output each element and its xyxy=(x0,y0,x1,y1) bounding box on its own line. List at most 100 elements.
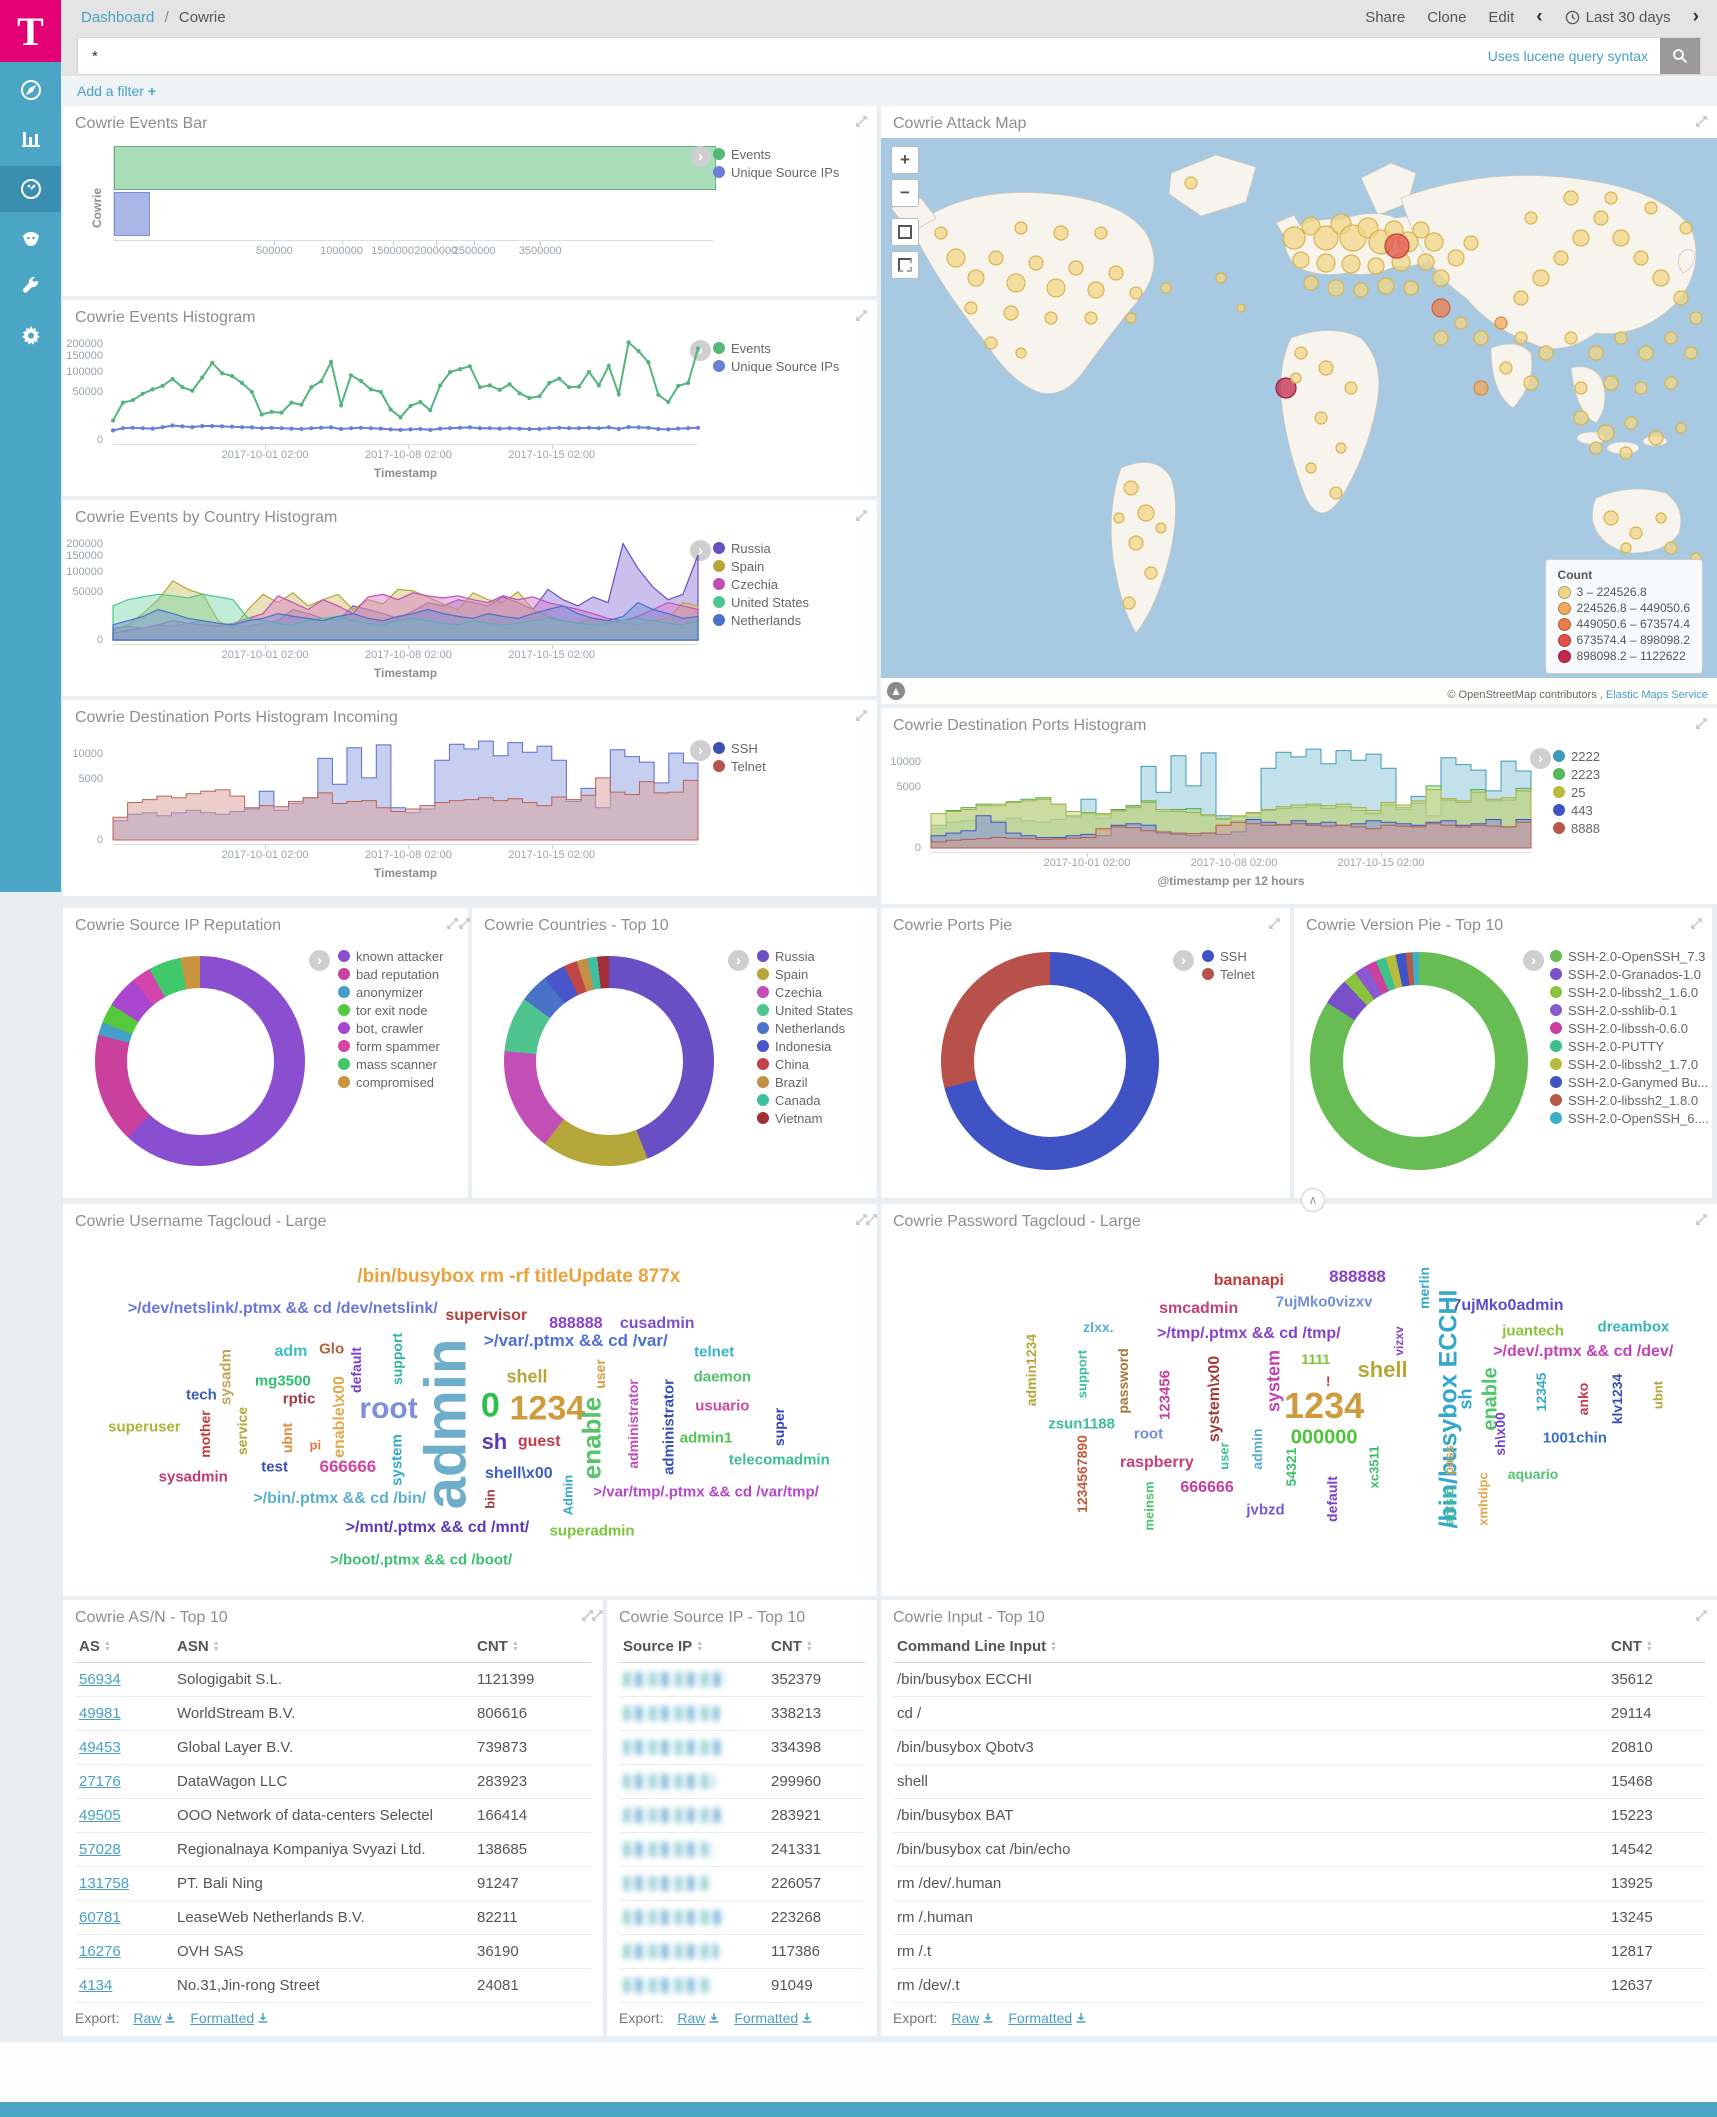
expand-icon[interactable] xyxy=(1695,115,1708,133)
legend-item[interactable]: bad reputation xyxy=(338,967,468,982)
edit-button[interactable]: Edit xyxy=(1488,8,1515,26)
as-link[interactable]: 56934 xyxy=(79,1671,121,1688)
tagcloud-word[interactable]: system xyxy=(1263,1349,1284,1412)
legend-item[interactable]: Unique Source IPs xyxy=(713,165,871,180)
tagcloud-word[interactable]: adm xyxy=(274,1343,308,1361)
tagcloud-word[interactable]: password xyxy=(1115,1348,1132,1414)
search-button[interactable] xyxy=(1660,38,1700,74)
tagcloud-word[interactable]: >/tmp/.ptmx && cd /tmp/ xyxy=(1157,1325,1341,1343)
legend-item[interactable]: Telnet xyxy=(713,759,871,774)
tagcloud-word[interactable]: usuario xyxy=(695,1397,750,1415)
tagcloud-word[interactable]: xmhdipc xyxy=(1475,1472,1491,1526)
legend-item[interactable]: Netherlands xyxy=(757,1021,877,1036)
expand-icon[interactable] xyxy=(865,1213,878,1231)
tagcloud-word[interactable]: juantech xyxy=(1502,1322,1564,1340)
export-raw-link[interactable]: Raw xyxy=(133,2010,176,2026)
legend-item[interactable]: SSH xyxy=(1202,949,1290,964)
expand-icon[interactable] xyxy=(591,1609,604,1627)
lucene-syntax-link[interactable]: Uses lucene query syntax xyxy=(1487,48,1648,64)
expand-icon[interactable] xyxy=(855,309,868,327)
legend-item[interactable]: Canada xyxy=(757,1093,877,1108)
tagcloud-word[interactable]: /bin/busybox rm -rf titleUpdate 877x xyxy=(357,1265,681,1287)
export-formatted-link[interactable]: Formatted xyxy=(1008,2010,1087,2026)
legend-item[interactable]: anonymizer xyxy=(338,985,468,1000)
tagcloud-word[interactable]: 0 xyxy=(480,1386,500,1425)
export-raw-link[interactable]: Raw xyxy=(951,2010,994,2026)
legend-item[interactable]: SSH-2.0-libssh2_1.7.0 xyxy=(1550,1057,1710,1072)
legend-item[interactable]: Unique Source IPs xyxy=(713,359,871,374)
time-picker[interactable]: Last 30 days xyxy=(1565,9,1671,26)
countries-donut[interactable] xyxy=(504,956,714,1166)
tagcloud-word[interactable]: user xyxy=(592,1358,609,1389)
tagcloud-word[interactable]: >/dev/netslink/.ptmx && cd /dev/netslink… xyxy=(127,1300,438,1318)
legend-item[interactable]: Russia xyxy=(713,541,871,556)
legend-item[interactable]: SSH-2.0-Ganymed Bu... xyxy=(1550,1075,1710,1090)
tagcloud-word[interactable]: root xyxy=(1133,1425,1164,1443)
legend-toggle[interactable]: › xyxy=(1523,950,1544,971)
column-header[interactable]: CNT ▲ ▼ xyxy=(473,1631,591,1663)
export-formatted-link[interactable]: Formatted xyxy=(734,2010,813,2026)
legend-item[interactable]: 25 xyxy=(1553,785,1711,800)
expand-icon[interactable] xyxy=(1690,917,1703,935)
expand-icon[interactable] xyxy=(1695,1609,1708,1627)
legend-item[interactable]: China xyxy=(757,1057,877,1072)
as-link[interactable]: 27176 xyxy=(79,1773,121,1790)
column-header[interactable]: AS ▲ ▼ xyxy=(75,1631,173,1663)
tagcloud-word[interactable]: zlxx. xyxy=(1083,1319,1114,1336)
tagcloud-word[interactable]: 1111 xyxy=(1301,1351,1331,1368)
tagcloud-word[interactable]: cusadmin xyxy=(619,1314,695,1332)
tagcloud-word[interactable]: user xyxy=(1216,1442,1232,1470)
tagcloud-word[interactable]: support xyxy=(388,1333,405,1386)
tagcloud-word[interactable]: ubnt xyxy=(1650,1381,1666,1410)
tagcloud-word[interactable]: Admin xyxy=(560,1475,576,1516)
legend-item[interactable]: 443 xyxy=(1553,803,1711,818)
tagcloud-word[interactable]: 888888 xyxy=(1329,1266,1386,1286)
tagcloud-word[interactable]: superadmin xyxy=(549,1522,635,1540)
tagcloud-word[interactable]: default xyxy=(348,1347,365,1393)
tagcloud-word[interactable]: meinsm xyxy=(1141,1481,1157,1531)
legend-item[interactable]: compromised xyxy=(338,1075,468,1090)
legend-item[interactable]: Events xyxy=(713,147,871,162)
map-draw-button[interactable] xyxy=(891,251,919,279)
tagcloud-word[interactable]: >/boot/.ptmx && cd /boot/ xyxy=(330,1551,513,1569)
expand-icon[interactable] xyxy=(458,917,471,935)
ports-donut[interactable] xyxy=(941,952,1159,1170)
tagcloud-word[interactable]: administrator xyxy=(624,1379,641,1469)
as-link[interactable]: 49453 xyxy=(79,1739,121,1756)
tagcloud-word[interactable]: default xyxy=(1324,1475,1341,1522)
tagcloud-word[interactable]: sysadm xyxy=(217,1349,235,1406)
tagcloud-word[interactable]: service xyxy=(234,1406,251,1456)
column-header[interactable]: CNT ▲ ▼ xyxy=(767,1631,865,1663)
version-donut[interactable] xyxy=(1310,952,1528,1170)
tagcloud-word[interactable]: shell xyxy=(1357,1357,1408,1383)
tagcloud-word[interactable]: anko xyxy=(1575,1382,1592,1416)
tagcloud-word[interactable]: enable\x00 xyxy=(330,1375,348,1458)
legend-item[interactable]: United States xyxy=(713,595,871,610)
expand-icon[interactable] xyxy=(446,917,459,935)
legend-item[interactable]: Spain xyxy=(757,967,877,982)
tagcloud-word[interactable]: sysadmin xyxy=(158,1468,228,1486)
tagcloud-word[interactable]: support xyxy=(1074,1349,1090,1398)
column-header[interactable]: Source IP ▲ ▼ xyxy=(619,1631,767,1663)
tagcloud-word[interactable]: Glo xyxy=(319,1340,345,1358)
expand-icon[interactable] xyxy=(1268,917,1281,935)
legend-item[interactable]: mass scanner xyxy=(338,1057,468,1072)
as-link[interactable]: 49505 xyxy=(79,1807,121,1824)
time-forward-button[interactable]: › xyxy=(1692,6,1699,27)
tagcloud-word[interactable]: rptic xyxy=(282,1390,316,1408)
map-fit-button[interactable] xyxy=(891,218,919,246)
bar[interactable] xyxy=(114,146,716,190)
as-link[interactable]: 49981 xyxy=(79,1705,121,1722)
legend-item[interactable]: form spammer xyxy=(338,1039,468,1054)
tagcloud-word[interactable]: 7ujMko0admin xyxy=(1452,1296,1564,1314)
tagcloud-word[interactable]: 1234 xyxy=(1284,1384,1365,1426)
tagcloud-word[interactable]: pi xyxy=(309,1437,322,1453)
tagcloud-word[interactable]: telecomadmin xyxy=(728,1451,830,1469)
breadcrumb-dashboard[interactable]: Dashboard xyxy=(81,8,155,26)
tagcloud-word[interactable]: pass xyxy=(1441,1444,1457,1475)
legend-item[interactable]: 2223 xyxy=(1553,767,1711,782)
tagcloud-word[interactable]: sh xyxy=(1455,1388,1476,1410)
tagcloud-word[interactable]: 666666 xyxy=(319,1456,377,1476)
time-back-button[interactable]: ‹ xyxy=(1536,6,1543,27)
tagcloud-word[interactable]: 54321 xyxy=(1282,1447,1299,1487)
